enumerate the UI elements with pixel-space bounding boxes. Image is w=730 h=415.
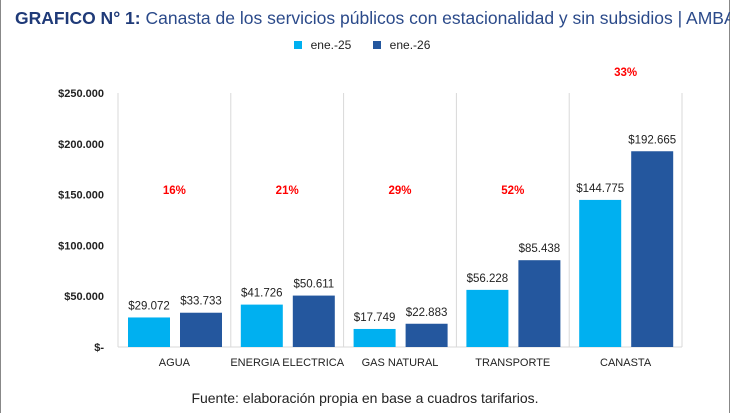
bar-0 (466, 289, 509, 347)
legend-item-1: ene.-26 (372, 38, 437, 52)
bar-1 (518, 260, 561, 347)
y-tick-label: $150.000 (58, 190, 104, 202)
legend-label: ene.-26 (389, 38, 431, 52)
data-label: $85.438 (519, 243, 561, 255)
title-label: GRAFICO N° 1: (15, 8, 141, 28)
variation-annotation: 29% (388, 185, 411, 197)
title-text: Canasta de los servicios públicos con es… (140, 8, 730, 28)
bar-0 (353, 328, 396, 347)
x-tick-label: AGUA (159, 357, 191, 369)
data-label: $50.611 (293, 279, 334, 291)
y-tick-label: $100.000 (58, 240, 104, 252)
legend: ene.-25 ene.-26 (0, 38, 730, 52)
y-tick-label: $200.000 (58, 139, 104, 151)
data-label: $56.228 (467, 273, 509, 285)
data-label: $144.775 (576, 183, 624, 195)
y-tick-label: $- (94, 342, 104, 354)
data-label: $41.726 (241, 288, 283, 300)
data-label: $33.733 (180, 296, 222, 308)
legend-label: ene.-25 (310, 38, 352, 52)
bar-1 (180, 312, 222, 347)
legend-swatch (372, 41, 381, 49)
x-tick-label: GAS NATURAL (362, 357, 439, 369)
x-tick-label: CANASTA (600, 357, 652, 369)
y-tick-label: $50.000 (64, 291, 104, 303)
data-label: $17.749 (354, 312, 396, 324)
bar-0 (579, 199, 622, 347)
variation-annotation: 52% (501, 185, 524, 197)
bar-1 (631, 151, 674, 347)
legend-swatch (293, 41, 302, 49)
y-tick-label: $250.000 (58, 88, 104, 100)
variation-annotation: 16% (163, 185, 186, 197)
bar-1 (292, 295, 335, 347)
x-tick-label: TRANSPORTE (475, 357, 550, 369)
bar-1 (405, 323, 448, 347)
bar-0 (240, 304, 283, 347)
variation-annotation: 21% (276, 185, 299, 197)
x-tick-label: ENERGIA ELECTRICA (230, 357, 344, 369)
data-label: $22.883 (406, 307, 448, 319)
variation-annotation: 33% (614, 67, 637, 79)
bar-0 (128, 317, 170, 347)
legend-item-0: ene.-25 (293, 38, 358, 52)
chart-title: GRAFICO N° 1: Canasta de los servicios p… (15, 8, 730, 29)
source-note: Fuente: elaboración propia en base a cua… (191, 390, 539, 406)
data-label: $192.665 (628, 134, 676, 146)
data-label: $29.072 (128, 300, 170, 312)
